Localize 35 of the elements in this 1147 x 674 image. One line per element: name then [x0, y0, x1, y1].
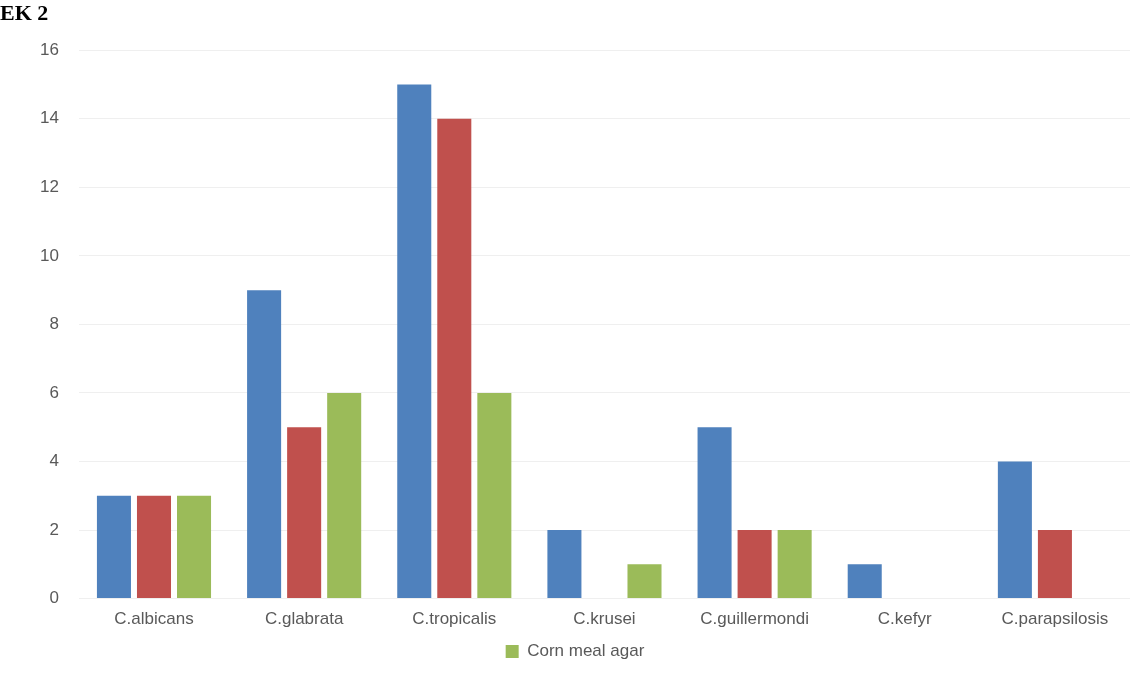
y-tick-label: 0 — [49, 588, 59, 608]
bar — [287, 427, 322, 599]
x-tick-label: C.krusei — [573, 609, 636, 629]
x-tick-label: C.glabrata — [264, 609, 344, 629]
y-tick-label: 6 — [49, 382, 59, 402]
legend-label: Corn meal agar — [527, 641, 645, 661]
x-tick-label: C.tropicalis — [412, 609, 497, 629]
bar — [397, 84, 432, 599]
bar — [737, 530, 772, 599]
x-tick-label: C.albicans — [114, 609, 194, 629]
bar — [777, 530, 812, 599]
bar — [327, 392, 362, 599]
y-tick-label: 2 — [49, 519, 59, 539]
chart-title: EK 2 — [0, 0, 49, 26]
x-tick-label: C.parapsilosis — [1001, 609, 1109, 629]
bar — [177, 495, 212, 599]
bar — [1037, 530, 1072, 599]
bar — [136, 495, 172, 599]
y-tick-label: 14 — [39, 108, 59, 128]
bar — [627, 564, 662, 599]
bar — [437, 118, 472, 599]
y-tick-label: 12 — [39, 176, 59, 196]
y-tick-label: 4 — [49, 451, 59, 471]
x-tick-label: C.kefyr — [877, 609, 933, 629]
y-tick-label: 10 — [39, 245, 59, 265]
x-tick-label: C.guillermondi — [700, 609, 809, 629]
bar — [697, 427, 732, 599]
bar — [477, 392, 512, 599]
bar — [96, 495, 131, 599]
bar — [997, 461, 1032, 599]
bar — [847, 564, 882, 599]
bar — [547, 530, 582, 599]
y-tick-label: 8 — [49, 314, 59, 334]
bar — [247, 290, 282, 599]
y-tick-label: 16 — [39, 39, 59, 59]
